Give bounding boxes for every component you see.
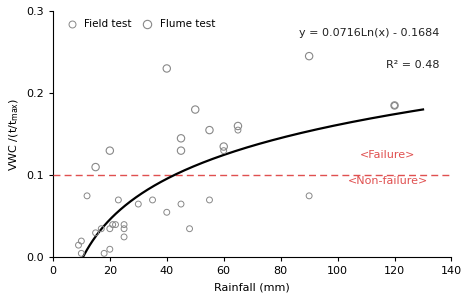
X-axis label: Rainfall (mm): Rainfall (mm) — [214, 282, 290, 292]
Point — [220, 144, 227, 149]
Point — [220, 148, 227, 153]
Point — [234, 128, 242, 132]
Point — [121, 226, 128, 231]
Point — [114, 198, 122, 202]
Point — [206, 128, 213, 132]
Point — [391, 103, 398, 108]
Point — [135, 202, 142, 206]
Point — [121, 234, 128, 239]
Point — [106, 148, 113, 153]
Point — [106, 226, 113, 231]
Text: <Failure>: <Failure> — [360, 150, 416, 160]
Point — [177, 148, 185, 153]
Y-axis label: VWC /(t/t$_\mathregular{max}$): VWC /(t/t$_\mathregular{max}$) — [7, 97, 21, 171]
Point — [77, 251, 85, 256]
Point — [163, 66, 171, 71]
Point — [92, 231, 99, 235]
Legend: Field test, Flume test: Field test, Flume test — [58, 16, 218, 32]
Point — [305, 193, 313, 198]
Point — [234, 123, 242, 128]
Point — [191, 107, 199, 112]
Point — [109, 222, 116, 227]
Point — [106, 247, 113, 252]
Point — [177, 202, 185, 206]
Point — [92, 165, 99, 170]
Point — [206, 198, 213, 202]
Point — [83, 193, 91, 198]
Point — [305, 54, 313, 59]
Point — [163, 210, 171, 215]
Point — [186, 226, 193, 231]
Point — [149, 198, 156, 202]
Point — [121, 222, 128, 227]
Point — [391, 103, 398, 108]
Point — [98, 226, 105, 231]
Point — [112, 222, 119, 227]
Point — [177, 136, 185, 141]
Text: <Non-failure>: <Non-failure> — [348, 176, 428, 186]
Point — [100, 251, 108, 256]
Point — [75, 243, 82, 248]
Point — [77, 239, 85, 243]
Text: R² = 0.48: R² = 0.48 — [386, 60, 439, 70]
Text: y = 0.0716Ln(x) - 0.1684: y = 0.0716Ln(x) - 0.1684 — [299, 28, 439, 38]
